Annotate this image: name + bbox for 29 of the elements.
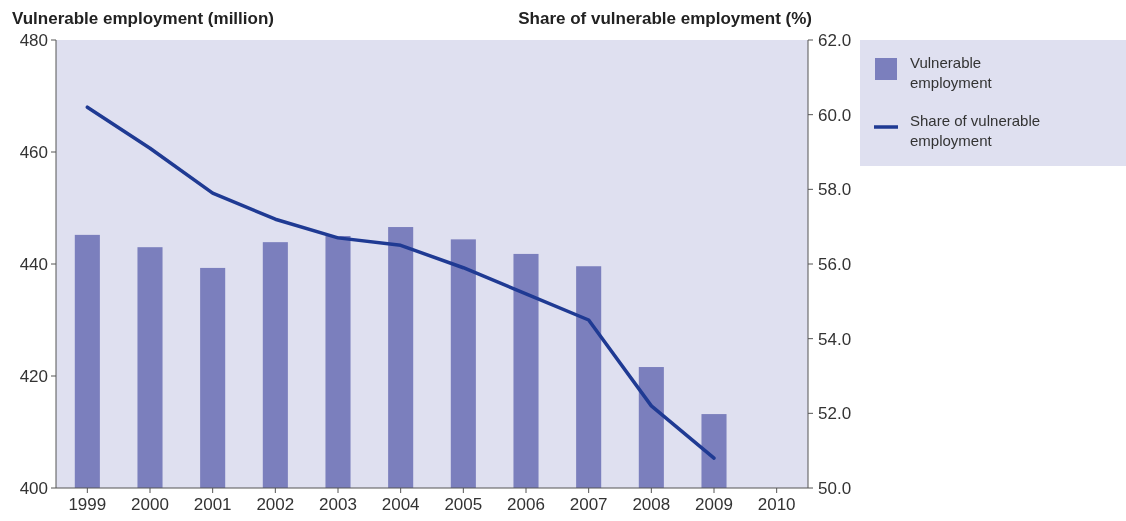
y-tick-label: 460 [19,142,48,162]
y-tick-label: 440 [19,254,48,274]
x-tick-label: 2008 [632,495,671,514]
y2-tick-label: 56.0 [818,254,852,274]
x-tick-label: 2003 [319,495,357,514]
x-tick-label: 2005 [444,495,483,514]
y2-tick-label: 62.0 [818,30,852,50]
y-axis-title: Vulnerable employment (million) [12,9,274,28]
y2-tick-label: 60.0 [818,105,852,125]
y2-tick-label: 58.0 [818,180,852,200]
x-tick-label: 2006 [507,495,545,514]
y-tick-label: 480 [19,30,48,50]
x-tick-label: 2002 [256,495,295,514]
x-tick-label: 2004 [381,495,420,514]
y2-axis-title: Share of vulnerable employment (%) [518,9,812,28]
y2-tick-label: 50.0 [818,478,852,498]
x-tick-label: 2001 [193,495,232,514]
x-tick-label: 2007 [569,495,608,514]
x-tick-label: 1999 [68,495,107,514]
legend-label: Share of vulnerable employment [910,112,1041,149]
x-tick-label: 2010 [757,495,796,514]
y2-tick-label: 52.0 [818,404,852,424]
line-series [85,105,716,460]
legend-label: Vulnerable employment [910,54,993,91]
y-tick-label: 420 [19,366,48,386]
x-tick-label: 2000 [131,495,169,514]
y2-tick-label: 54.0 [818,329,852,349]
x-tick-label: 2009 [695,495,733,514]
y-tick-label: 400 [19,478,48,498]
